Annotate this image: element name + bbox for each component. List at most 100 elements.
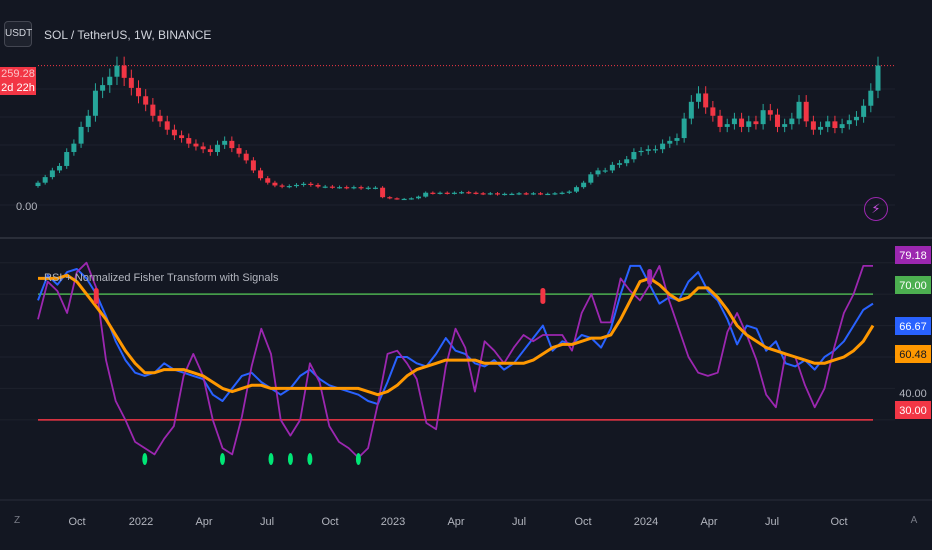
candle-body [179,135,185,139]
candle-body [344,187,350,189]
candle-body [408,198,414,200]
candle-body [717,115,723,127]
indicator-lines [37,261,875,459]
candle-body [667,140,673,144]
candle-body [250,160,256,171]
candle-body [832,121,838,129]
candle-body [875,65,881,91]
time-tick-label: 2024 [634,516,658,528]
candle-body [92,90,98,116]
candle-body [487,193,493,195]
candle-body [839,124,845,129]
candle-body [423,192,429,197]
value-badge-label: 60.48 [899,349,927,361]
value-badge-label: 79.18 [899,250,927,262]
candle-body [329,186,335,188]
candle-body [810,121,816,130]
candle-body [652,149,658,151]
candle-body [760,110,766,125]
candle-body [609,164,615,171]
candle-body [214,144,220,153]
candle-body [308,183,314,186]
candle-body [602,170,608,172]
candle-body [437,192,443,194]
scroll-right-button[interactable]: A [910,515,918,526]
time-tick-label: Oct [68,516,85,528]
candle-body [186,138,192,144]
candle-body [473,192,479,194]
candle-body [337,187,343,189]
candle-body [171,129,177,136]
time-tick-label: Jul [260,516,274,528]
price-grid [0,65,895,206]
candle-body [358,187,364,189]
buy-signal-marker [307,453,313,465]
candle-body [85,115,91,127]
candle-body [279,185,285,187]
buy-signal-marker [268,453,274,465]
candle-body [674,138,680,141]
candle-body [581,182,587,188]
sell-signal-marker [647,269,653,285]
candle-body [552,193,558,195]
candle-body [530,193,536,195]
candle-body [724,124,730,127]
candle-body [128,77,134,88]
candle-body [193,143,199,147]
candle-body [681,118,687,139]
symbol-title[interactable]: SOL / TetherUS, 1W, BINANCE [44,28,212,42]
value-badges: 79.18 70.00 66.67 60.48 40.00 30.00 [895,246,931,419]
candle-body [71,143,77,153]
candle-body [459,192,465,194]
candle-body [416,196,422,199]
candles [35,56,881,201]
candle-body [796,101,802,119]
candle-body [645,149,651,151]
candle-body [200,146,206,150]
candle-body [818,126,824,130]
sell-signal-marker [540,288,546,304]
time-tick-label: Apr [195,516,212,528]
candle-body [49,170,55,178]
candle-body [114,65,120,77]
candle-body [222,140,228,145]
candle-body [100,85,106,91]
candle-body [538,193,544,195]
currency-badge[interactable]: USDT [4,21,32,47]
candle-body [42,177,48,183]
indicator-title[interactable]: RSI + Normalized Fisher Transform with S… [44,272,279,284]
candle-body [401,198,407,201]
candle-body [451,192,457,194]
candle-body [351,187,357,189]
candle-body [545,193,551,196]
candle-body [853,116,859,121]
time-tick-label: 2022 [129,516,153,528]
lightning-icon[interactable]: ⚡ [864,197,888,221]
candle-body [789,118,795,125]
candle-body [767,110,773,115]
value-badge-label: 40.00 [899,388,927,400]
candle-body [286,186,292,188]
candle-body [688,101,694,119]
scroll-left-button[interactable]: Z [13,515,21,526]
candle-body [164,121,170,130]
time-tick-label: Apr [700,516,717,528]
candle-body [121,65,127,78]
time-axis[interactable]: Oct 2022 Apr Jul Oct 2023 Apr Jul Oct 2024 Apr Jul O… [0,499,932,528]
candle-body [846,120,852,125]
candle-body [444,192,450,194]
candle-body [229,140,235,149]
candle-body [774,114,780,127]
candle-body [516,193,522,195]
time-tick-label: Apr [447,516,464,528]
candle-body [803,101,809,122]
value-badge [895,345,931,363]
candle-body [638,150,644,153]
candle-body [710,107,716,116]
candle-body [624,159,630,164]
candle-body [157,115,163,122]
candle-body [509,193,515,196]
candle-body [315,184,321,187]
